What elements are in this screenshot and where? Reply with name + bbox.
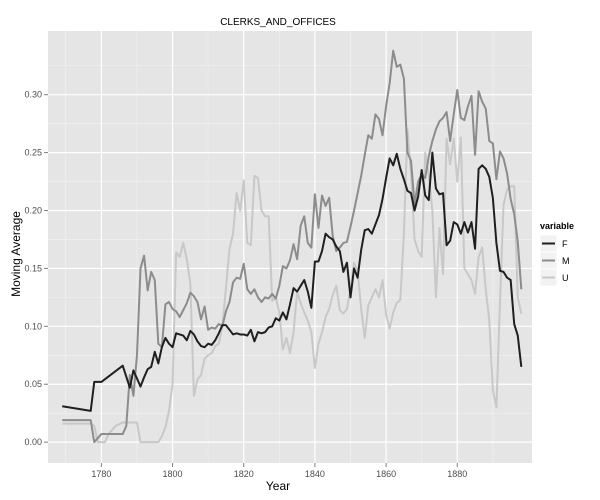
plot-panel bbox=[48, 31, 532, 463]
y-tick-label: 0.05 bbox=[24, 379, 42, 389]
legend-title: variable bbox=[540, 221, 574, 231]
x-axis: 1780 1800 1820 1840 1860 1880 bbox=[91, 463, 467, 479]
series-line-f bbox=[62, 151, 523, 412]
y-tick-label: 0.15 bbox=[24, 263, 42, 273]
y-tick-label: 0.20 bbox=[24, 206, 42, 216]
legend-label-f: F bbox=[562, 239, 568, 249]
x-tick-label: 1820 bbox=[234, 469, 254, 479]
series-line-m bbox=[62, 49, 523, 444]
series-lines bbox=[62, 49, 523, 444]
x-tick-label: 1780 bbox=[91, 469, 111, 479]
x-tick-label: 1860 bbox=[376, 469, 396, 479]
x-tick-label: 1880 bbox=[447, 469, 467, 479]
legend: variable FMU bbox=[539, 221, 574, 287]
legend-label-u: U bbox=[562, 273, 569, 283]
series-line-u bbox=[62, 128, 523, 444]
y-axis: 0.00 0.05 0.10 0.15 0.20 0.25 0.30 bbox=[24, 90, 48, 447]
chart-title: CLERKS_AND_OFFICES bbox=[220, 17, 336, 28]
y-axis-title: Moving Average bbox=[9, 211, 23, 297]
x-tick-label: 1800 bbox=[163, 469, 183, 479]
y-tick-label: 0.00 bbox=[24, 437, 42, 447]
y-tick-label: 0.25 bbox=[24, 148, 42, 158]
y-tick-label: 0.30 bbox=[24, 90, 42, 100]
x-tick-label: 1840 bbox=[305, 469, 325, 479]
y-tick-label: 0.10 bbox=[24, 321, 42, 331]
legend-label-m: M bbox=[562, 256, 570, 266]
x-axis-title: Year bbox=[266, 479, 290, 493]
